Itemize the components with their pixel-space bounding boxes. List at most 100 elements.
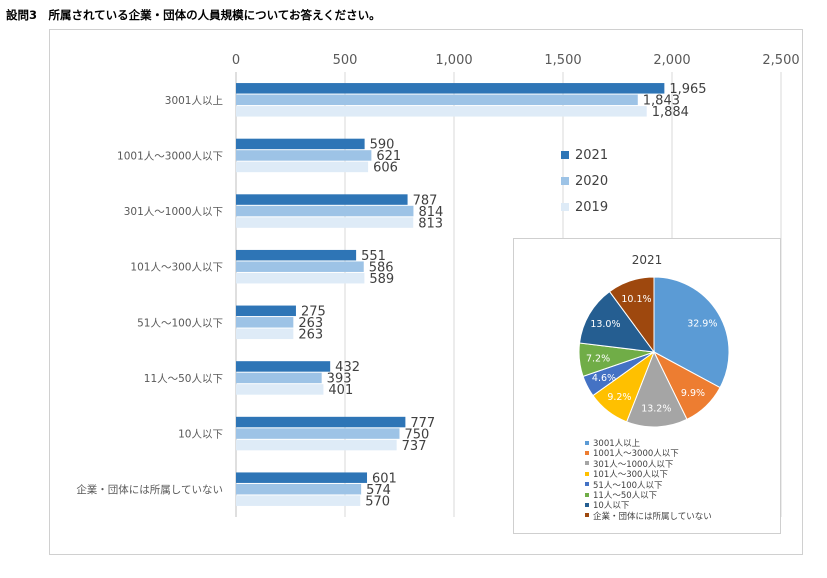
data-label-2020: 814 [418,205,443,220]
data-label-2021: 601 [372,471,397,486]
y-category-label: 11人～50人以下 [144,373,223,385]
pie-slice [653,276,730,389]
data-label-2020: 621 [376,149,401,164]
bar-2021 [236,305,296,317]
legend-label-2019: 2019 [575,200,609,215]
pie-legend-swatch [585,471,589,476]
pie-chart-box: 2021 32.9% 9.9% 13.2% 9.2% 4.6% 7.2% 13.0% 10.1… [513,238,781,534]
pie-legend-item: 企業・団体には所属していない [585,512,712,522]
pie-legend-label: 11人～50人以下 [593,491,658,502]
pie-legend-swatch [585,502,589,507]
question-title: 設問3 所属されている企業・団体の人員規模についてお答えください。 [6,8,381,22]
bar-2020 [236,372,322,384]
pie-legend-label: 3001人以上 [593,439,641,449]
pie-data-label: 9.2% [607,392,631,403]
pie-data-label: 13.0% [590,319,620,330]
data-label-2019: 570 [365,494,390,509]
x-tick-label: 500 [333,53,358,68]
pie-legend-swatch [585,482,589,487]
pie-slice [578,290,656,353]
y-category-label: 51人～100人以下 [137,317,223,329]
legend-item-2021: 2021 [561,148,608,174]
legend-item-2020: 2020 [561,174,608,200]
bar-2020 [236,261,364,272]
bar-2021 [236,472,368,483]
data-label-2019: 401 [328,383,353,398]
bar-2019 [236,439,397,451]
data-label-2021: 432 [335,360,360,375]
bar-2020 [236,317,294,328]
data-label-2019: 606 [373,161,398,176]
y-category-label: 3001人以上 [165,95,223,107]
data-label-2019: 589 [369,272,394,287]
data-label-2020: 750 [405,427,430,442]
bar-2019 [236,161,369,173]
pie-legend-label: 301人～1000人以下 [593,459,674,470]
pie-legend-item: 301人～1000人以下 [585,460,712,470]
pie-legend-item: 11人～50人以下 [585,491,712,501]
pie-data-label: 13.2% [641,404,671,415]
bar-legend: 2021 2020 2019 [561,148,608,226]
legend-swatch-2019 [561,202,569,211]
data-label-2020: 586 [369,260,394,275]
pie-legend-item: 101人～300人以下 [585,470,712,480]
pie-data-label: 10.1% [621,294,651,305]
pie-legend-swatch [585,513,589,518]
bar-2019 [236,328,294,340]
y-category-label: 1001人～3000人以下 [117,150,223,162]
data-label-2021: 590 [370,138,395,153]
y-category-label: 企業・団体には所属していない [76,483,223,496]
pie-legend-item: 1001人～3000人以下 [585,449,712,459]
x-tick-label: 1,500 [544,53,581,68]
data-label-2019: 813 [418,216,443,231]
pie-legend-label: 101人～300人以下 [593,470,668,481]
bar-2021 [236,249,357,261]
bar-2019 [236,495,361,506]
y-category-label: 101人～300人以下 [130,262,223,274]
x-tick-label: 1,000 [435,53,472,68]
legend-item-2019: 2019 [561,200,608,226]
data-label-2021: 1,965 [669,82,706,97]
data-label-2020: 574 [366,483,391,498]
bar-2019 [236,384,324,395]
bar-2019 [236,272,365,284]
bar-2021 [236,416,406,428]
pie-legend-swatch [585,440,589,445]
pie-data-label: 9.9% [681,388,705,399]
data-label-2019: 1,884 [652,105,689,120]
pie-legend-swatch [585,492,589,497]
pie-data-label: 32.9% [687,319,717,330]
data-label-2019: 263 [298,328,323,343]
pie-data-label: 7.2% [586,353,610,364]
pie-slice [608,276,655,354]
bar-2021 [236,361,331,372]
bar-2021 [236,138,365,150]
pie-legend-swatch [585,461,589,466]
legend-label-2020: 2020 [575,174,609,189]
pie-data-label: 4.6% [592,373,616,384]
data-label-2020: 263 [298,316,323,331]
data-label-2019: 737 [402,439,427,454]
data-label-2021: 777 [410,416,435,431]
bar-2021 [236,83,665,94]
legend-swatch-2021 [561,150,569,159]
pie-legend: 3001人以上 1001人～3000人以下 301人～1000人以下 101人～300… [585,439,712,522]
bar-2020 [236,150,372,161]
legend-label-2021: 2021 [575,148,609,163]
bar-2020 [236,94,638,106]
x-tick-label: 2,000 [653,53,690,68]
pie-legend-item: 51人～100人以下 [585,481,712,491]
data-label-2020: 1,843 [643,94,680,109]
pie-legend-swatch [585,450,589,455]
y-category-label: 301人～1000人以下 [124,206,223,218]
pie-title: 2021 [631,253,663,267]
pie-legend-label: 企業・団体には所属していない [593,511,712,522]
bar-2020 [236,205,414,217]
pie-slice [625,350,688,428]
bar-2019 [236,106,647,117]
pie-legend-item: 10人以下 [585,501,712,511]
bar-2019 [236,217,414,228]
legend-swatch-2020 [561,176,569,185]
pie-chart: 32.9% 9.9% 13.2% 9.2% 4.6% 7.2% 13.0% 10.1% [578,276,730,428]
data-label-2021: 275 [301,305,326,320]
